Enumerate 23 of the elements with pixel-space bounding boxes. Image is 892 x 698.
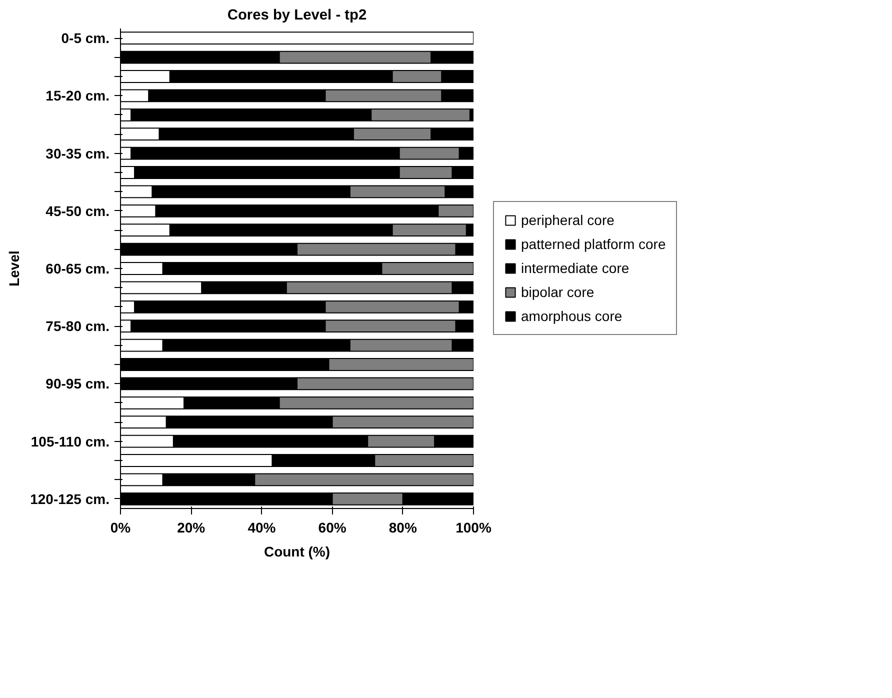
x-tick-label: 0% (110, 520, 132, 536)
y-tick-label: 0-5 cm. (61, 30, 110, 46)
y-tick-label: 15-20 cm. (46, 88, 110, 104)
y-tick-label: 105-110 cm. (30, 433, 110, 450)
x-tick-label: 60% (318, 520, 347, 536)
legend-label: patterned platform core (521, 236, 666, 252)
x-tick-label: 100% (456, 520, 492, 536)
x-tick-label: 20% (177, 520, 206, 536)
y-tick-label: 75-80 cm. (46, 318, 110, 334)
y-tick-label: 30-35 cm. (46, 145, 110, 162)
legend-label: amorphous core (521, 308, 622, 324)
x-tick-label: 40% (248, 520, 276, 536)
x-tick-label: 80% (388, 520, 418, 536)
y-tick-label: 45-50 cm. (46, 202, 110, 219)
legend-label: intermediate core (521, 260, 630, 276)
y-tick-label: 90-95 cm. (46, 376, 110, 392)
y-tick-label: 60-65 cm. (46, 260, 110, 276)
y-axis-title: Level (6, 250, 22, 286)
y-tick-label: 120-125 cm. (30, 490, 110, 507)
x-axis-title: Count (%) (264, 544, 330, 560)
legend-label: peripheral core (521, 212, 614, 228)
legend-label: bipolar core (521, 284, 594, 300)
chart-title: Cores by Level - tp2 (227, 8, 367, 24)
